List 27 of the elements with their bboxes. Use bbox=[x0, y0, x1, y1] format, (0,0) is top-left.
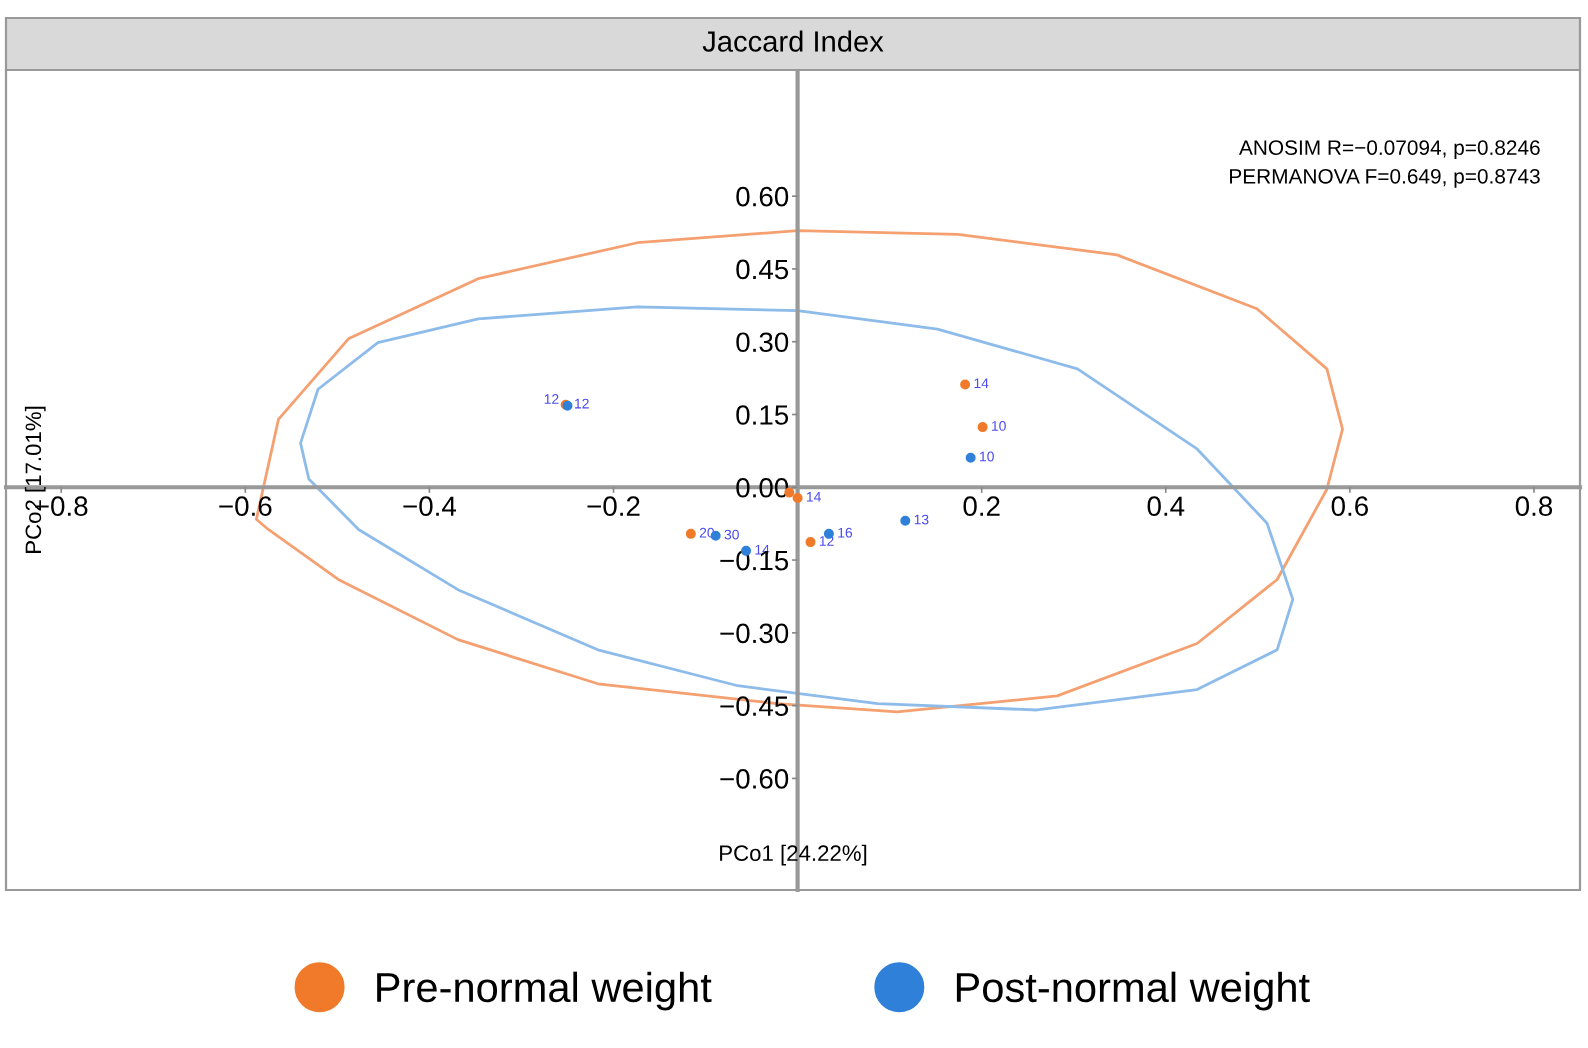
legend-label: Post-normal weight bbox=[956, 971, 1310, 1011]
x-tick-label: 0.8 bbox=[1515, 496, 1553, 517]
y-tick-label: 0.00 bbox=[736, 477, 789, 498]
x-tick-label: 0.2 bbox=[963, 496, 1000, 517]
annotation: ANOSIM R=−0.07094, p=0.8246 bbox=[1239, 140, 1540, 160]
point bbox=[685, 528, 696, 539]
point bbox=[977, 422, 988, 433]
point bbox=[900, 515, 911, 526]
y-tick-label: 0.30 bbox=[736, 332, 789, 353]
y-tick-label: −0.60 bbox=[720, 769, 789, 789]
x-tick-label: −0.2 bbox=[587, 496, 640, 517]
point bbox=[805, 537, 816, 548]
y-tick-label: 0.45 bbox=[736, 259, 789, 280]
y-tick-label: −0.30 bbox=[720, 623, 789, 644]
y-tick-label: −0.45 bbox=[720, 696, 789, 716]
annotation: PERMANOVA F=0.649, p=0.8743 bbox=[1230, 168, 1540, 188]
point bbox=[965, 452, 976, 463]
point bbox=[960, 379, 971, 390]
x-tick-label: 0.4 bbox=[1147, 496, 1185, 517]
y-tick-label: 0.15 bbox=[736, 405, 789, 425]
chart-title: Jaccard Index bbox=[702, 30, 884, 52]
x-tick-label: −0.4 bbox=[403, 496, 457, 517]
y-tick-label: 0.60 bbox=[736, 186, 789, 207]
legend-label: Pre-normal weight bbox=[377, 971, 712, 1011]
x-axis-title: PCo1 [24.22%] bbox=[720, 844, 867, 866]
x-tick-label: 0.6 bbox=[1331, 496, 1368, 517]
point bbox=[792, 492, 803, 503]
